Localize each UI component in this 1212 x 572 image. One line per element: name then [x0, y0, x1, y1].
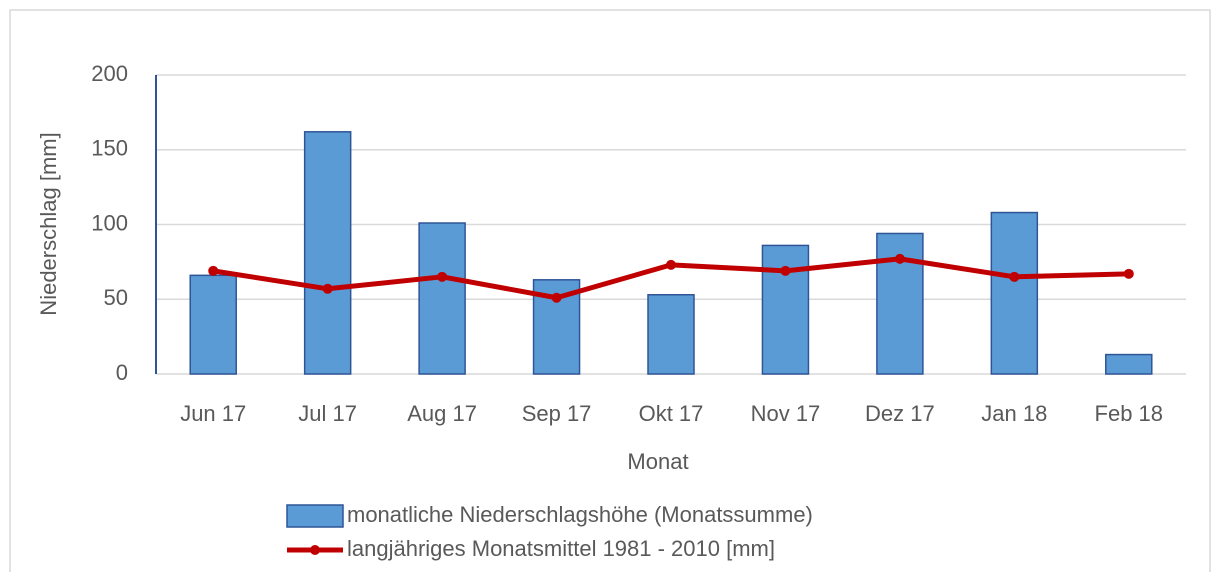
x-tick-label: Dez 17	[865, 401, 935, 426]
line-marker	[666, 259, 676, 270]
bar	[761, 244, 810, 375]
y-tick-label: 200	[91, 61, 128, 86]
y-tick-label: 50	[104, 285, 128, 310]
x-tick-label: Aug 17	[407, 401, 477, 426]
bar	[189, 274, 237, 375]
legend-label: monatliche Niederschlagshöhe (Monatssumm…	[347, 502, 813, 527]
bar	[303, 131, 352, 375]
line-marker	[208, 265, 219, 276]
line-marker	[322, 283, 333, 294]
legend-label: langjähriges Monatsmittel 1981 - 2010 [m…	[347, 536, 775, 561]
y-tick-label: 0	[116, 360, 128, 385]
chart-frame	[9, 9, 1211, 572]
y-tick-label: 150	[91, 136, 128, 161]
line-marker	[437, 271, 448, 282]
y-tick-label: 100	[91, 210, 128, 235]
bar	[990, 211, 1039, 375]
line-marker	[1123, 268, 1134, 279]
y-axis-title: Niederschlag [mm]	[36, 132, 61, 315]
line-marker	[780, 265, 791, 276]
x-tick-label: Nov 17	[751, 401, 821, 426]
x-tick-label: Okt 17	[639, 401, 704, 426]
line-marker	[551, 292, 562, 303]
line-marker	[1009, 271, 1020, 282]
x-tick-label: Feb 18	[1095, 401, 1164, 426]
bar	[1105, 353, 1153, 375]
bar	[647, 294, 695, 375]
x-axis-title: Monat	[627, 449, 688, 474]
bar	[418, 222, 466, 375]
x-tick-label: Jul 17	[298, 401, 357, 426]
legend-swatch	[286, 504, 344, 528]
legend-swatch-marker	[310, 545, 320, 555]
x-tick-label: Jun 17	[180, 401, 246, 426]
line-marker	[894, 253, 905, 264]
x-tick-label: Sep 17	[522, 401, 592, 426]
x-tick-label: Jan 18	[981, 401, 1047, 426]
